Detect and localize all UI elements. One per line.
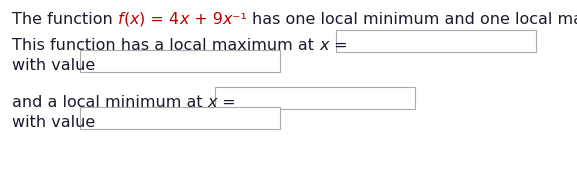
- Bar: [80, 107, 280, 129]
- Text: x: x: [223, 12, 233, 27]
- Text: with value: with value: [12, 115, 95, 130]
- Text: and a local minimum at: and a local minimum at: [12, 95, 208, 110]
- Text: This function has a local maximum at: This function has a local maximum at: [12, 38, 319, 53]
- Text: with value: with value: [12, 58, 95, 73]
- Text: has one local minimum and one local maximum.: has one local minimum and one local maxi…: [252, 12, 577, 27]
- Text: x: x: [130, 12, 139, 27]
- Text: ) = 4: ) = 4: [139, 12, 179, 27]
- Text: + 9: + 9: [189, 12, 223, 27]
- Text: x: x: [319, 38, 329, 53]
- Bar: [336, 30, 536, 52]
- Text: =: =: [329, 38, 347, 53]
- Bar: [215, 87, 415, 109]
- Text: x: x: [179, 12, 189, 27]
- Text: =: =: [218, 95, 236, 110]
- Text: x: x: [208, 95, 218, 110]
- Bar: [80, 50, 280, 72]
- Text: The function: The function: [12, 12, 118, 27]
- Text: f: f: [118, 12, 123, 27]
- Text: ⁻¹: ⁻¹: [233, 12, 252, 27]
- Text: (: (: [123, 12, 130, 27]
